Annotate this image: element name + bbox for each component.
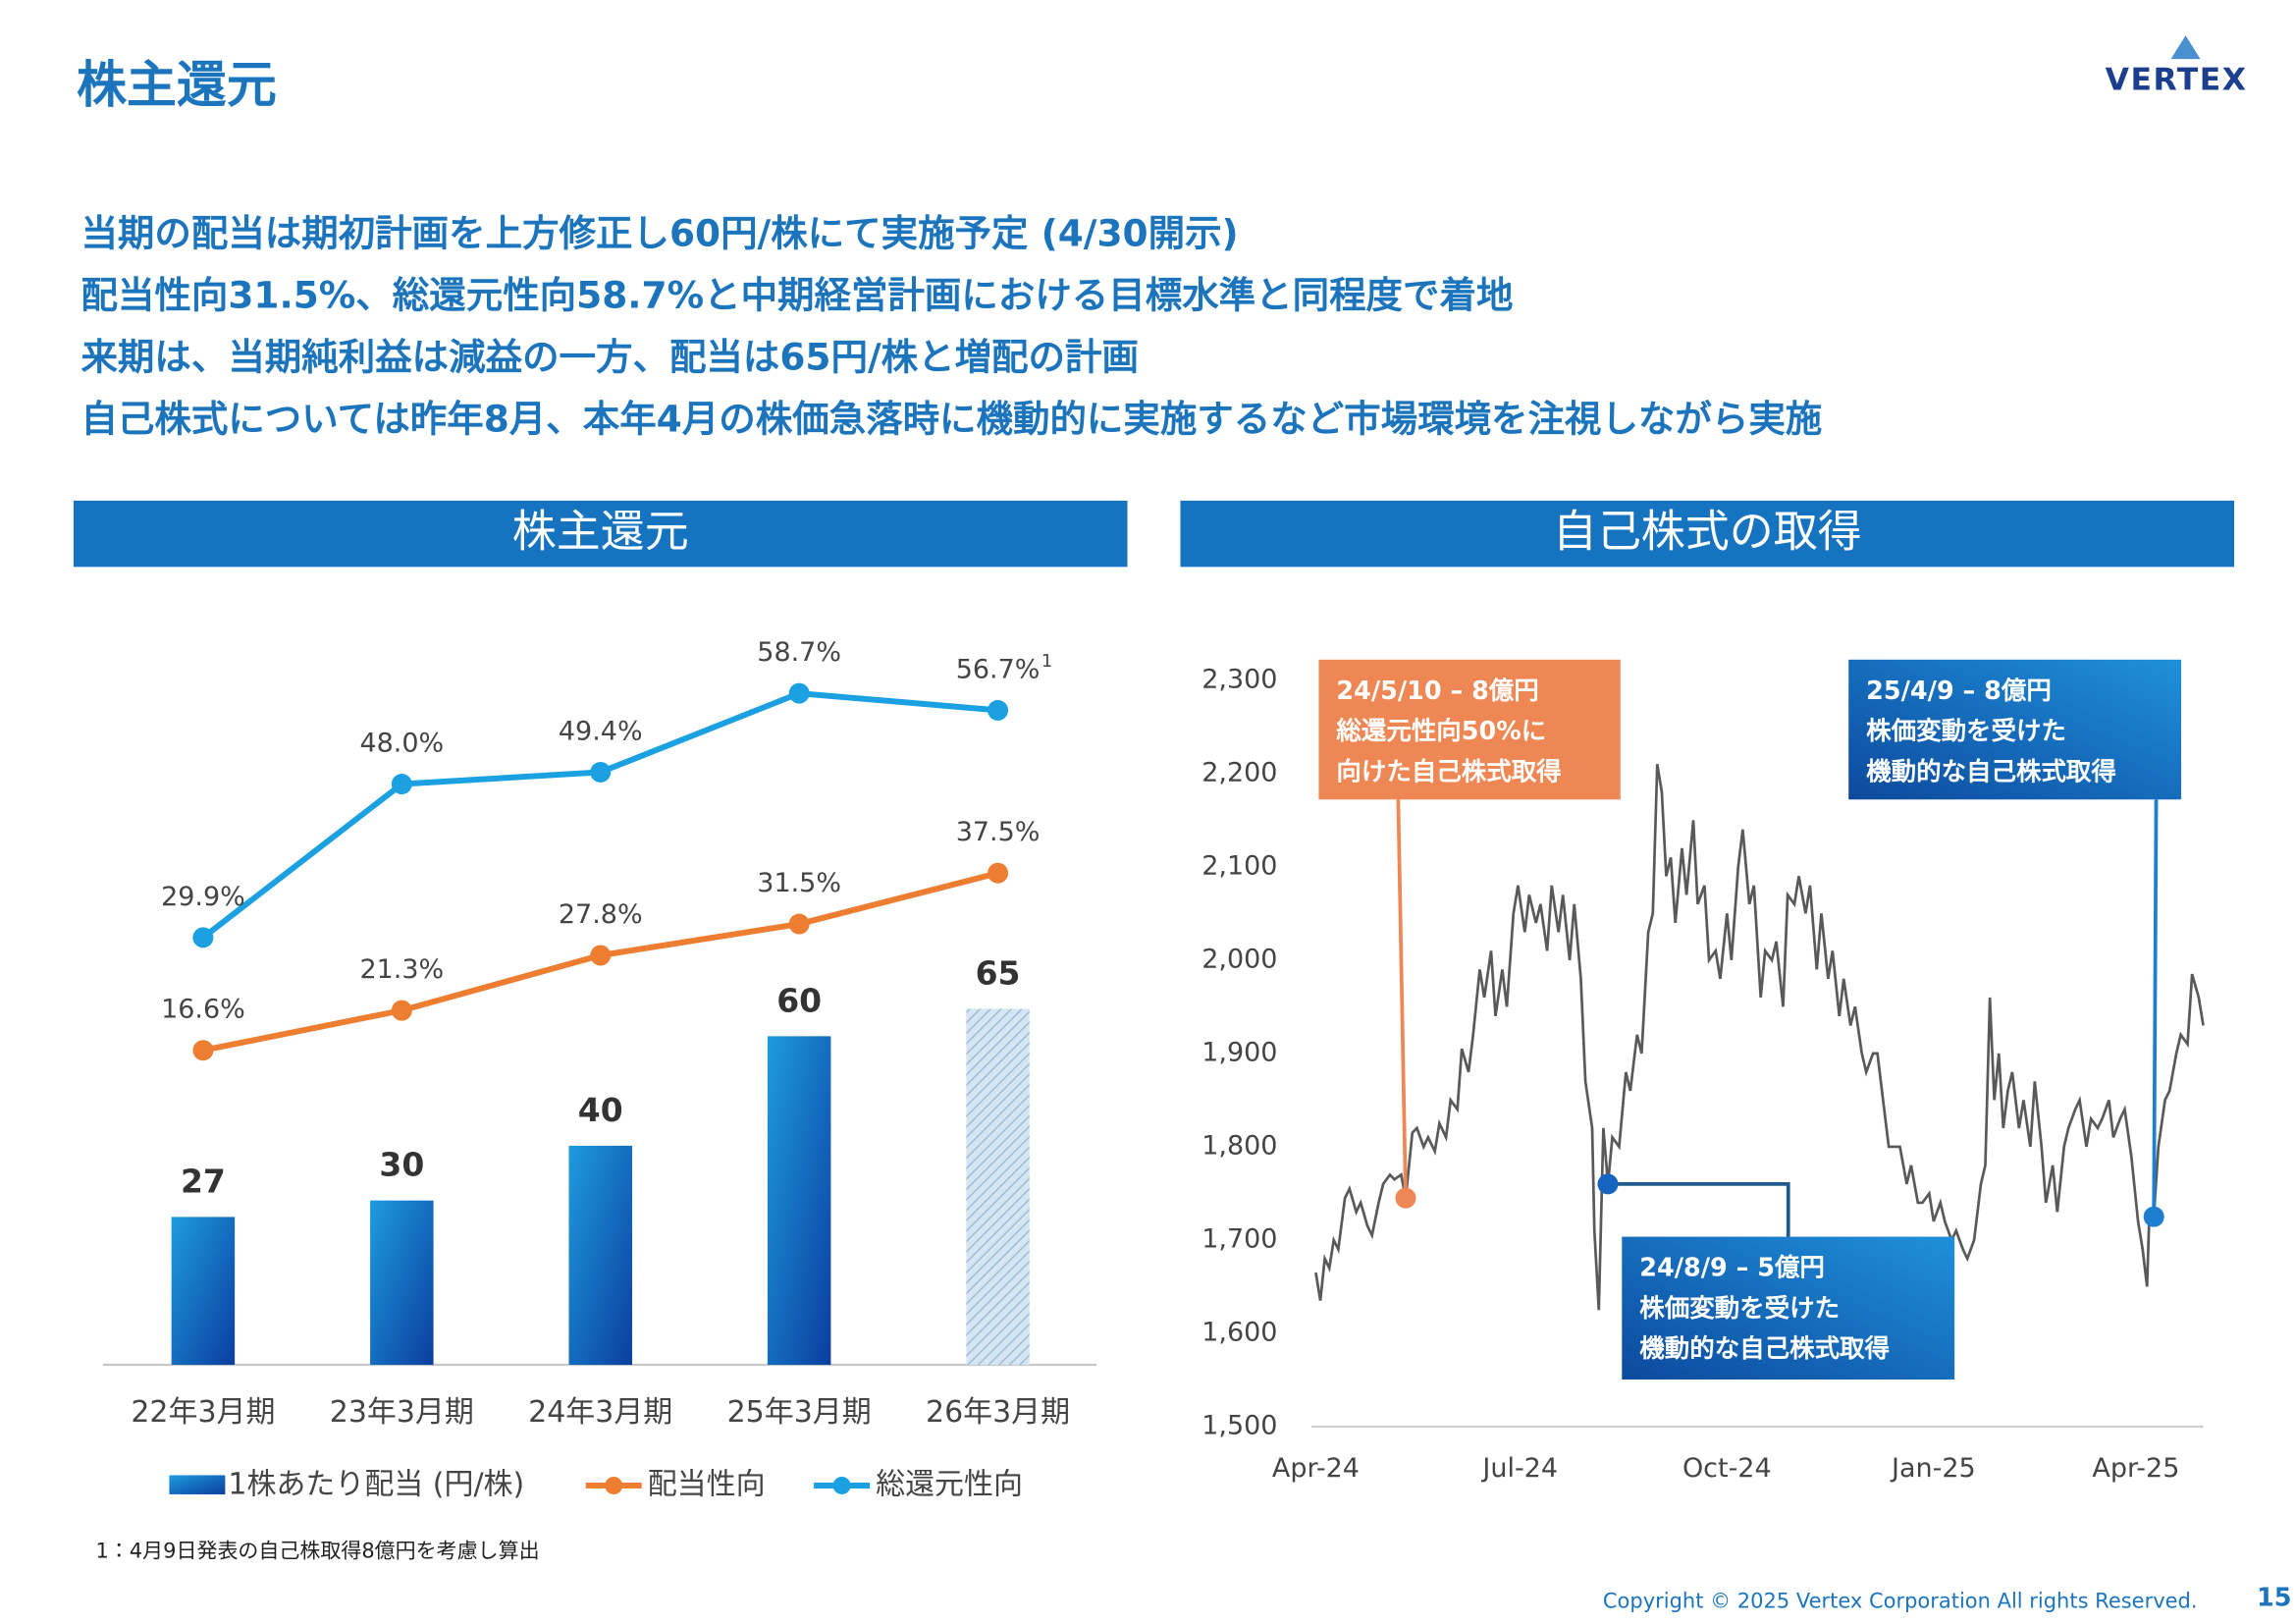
y-tick-label: 1,500: [1201, 1410, 1277, 1440]
bullet: 配当性向31.5%、総還元性向58.7%と中期経営計画における目標水準と同程度で…: [80, 273, 1513, 316]
bullet: 来期は、当期純利益は減益の一方、配当は65円/株と増配の計画: [80, 335, 1138, 378]
x-tick-label: 26年3月期: [926, 1395, 1070, 1430]
annotation-text: 24/8/9 – 5億円: [1639, 1254, 1825, 1283]
section-header: [73, 500, 1128, 568]
bar: [767, 1036, 831, 1366]
bar-label: 60: [776, 981, 822, 1019]
line-marker: [788, 913, 810, 935]
y-tick-label: 2,300: [1201, 664, 1277, 694]
y-tick-label: 2,100: [1201, 850, 1277, 881]
logo: VERTEX: [2106, 63, 2248, 98]
y-tick-label: 2,000: [1201, 944, 1277, 974]
legend-label: 総還元性向: [876, 1467, 1023, 1501]
bullet: 当期の配当は期初計画を上方修正し60円/株にて実施予定 (4/30開示): [80, 212, 1238, 255]
bar-label: 65: [976, 953, 1021, 992]
y-tick-label: 1,700: [1201, 1223, 1277, 1254]
annotation-text: 株価変動を受けた: [1639, 1294, 1840, 1324]
data-label: 56.7%: [956, 654, 1041, 684]
annotation-box: [1318, 659, 1621, 800]
bar: [370, 1200, 434, 1366]
connector: [1607, 1182, 1790, 1237]
bar-label: 30: [379, 1146, 424, 1184]
line-marker: [192, 1040, 214, 1061]
line-marker: [988, 699, 1009, 721]
y-tick-label: 1,800: [1201, 1130, 1277, 1161]
line-marker: [590, 761, 612, 783]
section-header: [1180, 500, 2235, 568]
event-marker: [1395, 1187, 1416, 1209]
data-label: 27.8%: [559, 899, 643, 930]
annotation-text: 機動的な自己株式取得: [1866, 757, 2116, 786]
bar: [966, 1008, 1030, 1366]
annotation-box: [1848, 659, 2182, 800]
data-label: 21.3%: [359, 954, 444, 985]
data-label: 49.4%: [559, 716, 643, 746]
annotation-text: 24/5/10 – 8億円: [1336, 677, 1538, 706]
x-tick-label: Apr-24: [1272, 1453, 1360, 1484]
line-marker: [788, 682, 810, 704]
footnote: 1：4月9日発表の自己株取得8億円を考慮し算出: [95, 1539, 539, 1562]
line-marker: [590, 945, 612, 966]
data-label: 16.6%: [161, 995, 245, 1025]
x-tick-label: 25年3月期: [727, 1395, 872, 1430]
legend-swatch: [169, 1475, 226, 1494]
x-tick-label: 22年3月期: [131, 1395, 275, 1430]
legend-swatch: [605, 1476, 623, 1494]
annotation-text: 総還元性向50%に: [1336, 717, 1546, 746]
x-tick-label: 24年3月期: [528, 1395, 672, 1430]
page-title: 株主還元: [77, 57, 277, 115]
annotation-box: [1622, 1236, 1955, 1380]
data-label: 29.9%: [161, 882, 245, 912]
legend-label: 1株あたり配当 (円/株): [228, 1467, 524, 1501]
section-title: 株主還元: [512, 505, 689, 557]
event-marker: [2143, 1206, 2164, 1227]
bullet: 自己株式については昨年8月、本年4月の株価急落時に機動的に実施するなど市場環境を…: [80, 397, 1822, 440]
data-label: 31.5%: [757, 868, 841, 898]
x-tick-label: Jul-24: [1480, 1453, 1558, 1484]
annotation-text: 25/4/9 – 8億円: [1866, 677, 2052, 706]
bar-label: 27: [181, 1162, 226, 1200]
price-line: [1314, 764, 2205, 1311]
bar-label: 40: [578, 1091, 623, 1129]
data-label: 37.5%: [956, 817, 1041, 847]
bar: [171, 1217, 236, 1366]
event-marker: [1597, 1173, 1619, 1195]
line-marker: [391, 774, 412, 795]
line-marker: [391, 1000, 412, 1021]
line-marker: [192, 927, 214, 948]
annotation-text: 株価変動を受けた: [1866, 717, 2066, 746]
page-number: 15: [2257, 1583, 2291, 1612]
annotation-text: 機動的な自己株式取得: [1639, 1334, 1890, 1364]
copyright: Copyright © 2025 Vertex Corporation All …: [1603, 1589, 2198, 1612]
legend-label: 配当性向: [648, 1467, 766, 1501]
connector: [2152, 799, 2159, 1218]
x-tick-label: Jan-25: [1890, 1453, 1976, 1484]
section-title: 自己株式の取得: [1553, 505, 1862, 557]
x-tick-label: 23年3月期: [330, 1395, 474, 1430]
footnote-mark: 1: [1041, 651, 1052, 672]
annotation-text: 向けた自己株式取得: [1336, 757, 1561, 786]
y-tick-label: 1,600: [1201, 1317, 1277, 1347]
x-tick-label: Apr-25: [2092, 1453, 2179, 1484]
x-tick-label: Oct-24: [1682, 1453, 1772, 1484]
y-tick-label: 2,200: [1201, 757, 1277, 787]
connector: [1396, 799, 1408, 1199]
line-marker: [988, 862, 1009, 884]
legend-swatch: [832, 1476, 851, 1494]
y-tick-label: 1,900: [1201, 1037, 1277, 1067]
data-label: 58.7%: [757, 637, 841, 668]
bar: [568, 1145, 632, 1366]
logo-mark: [2170, 35, 2201, 60]
data-label: 48.0%: [359, 729, 444, 759]
